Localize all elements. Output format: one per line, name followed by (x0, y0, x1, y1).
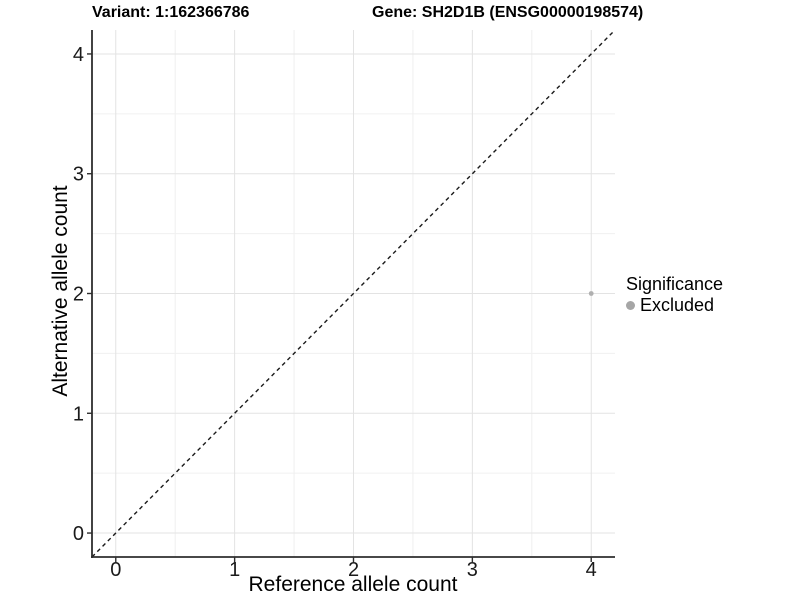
data-point (588, 291, 594, 296)
legend-item-label: Excluded (640, 295, 715, 315)
x-tick-label: 0 (110, 559, 121, 581)
y-tick-label: 1 (73, 403, 84, 425)
plot-title-gene: Gene: SH2D1B (ENSG00000198574) (372, 4, 644, 21)
x-tick-label: 3 (467, 559, 478, 581)
identity-line (91, 29, 616, 558)
y-axis-title: Alternative allele count (49, 185, 72, 397)
legend: Significance Excluded (626, 274, 723, 314)
y-tick-label: 4 (73, 44, 84, 66)
y-tick-label: 0 (73, 523, 84, 545)
x-tick-label: 1 (229, 559, 240, 581)
legend-key-dot (626, 300, 635, 310)
legend-title: Significance (626, 274, 724, 294)
plot-title-variant: Variant: 1:162366786 (92, 4, 250, 21)
x-tick-label: 4 (586, 559, 597, 581)
y-tick-label: 2 (73, 284, 84, 306)
x-tick-label: 2 (348, 559, 359, 581)
x-axis-title: Reference allele count (248, 573, 458, 596)
y-tick-label: 3 (73, 164, 84, 186)
legend-item-excluded: Excluded (626, 296, 723, 314)
